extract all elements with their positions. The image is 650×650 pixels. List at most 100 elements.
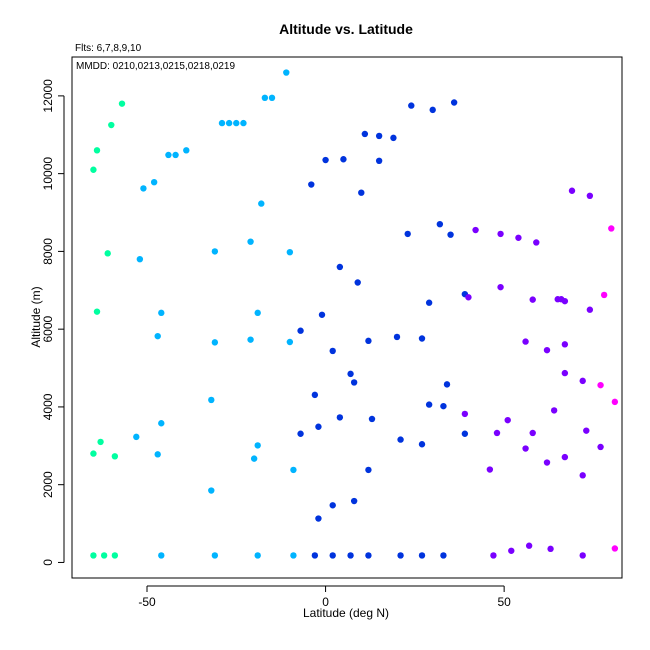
data-point [154, 451, 161, 458]
data-point [297, 430, 304, 437]
data-point [233, 119, 240, 127]
data-point [208, 396, 215, 404]
data-point [533, 239, 540, 246]
data-point [440, 552, 447, 559]
data-point [425, 299, 433, 306]
data-point [497, 230, 504, 238]
data-point [329, 552, 336, 559]
data-point [547, 545, 554, 553]
data-point [329, 347, 336, 355]
data-point [347, 370, 354, 378]
chart-title: Altitude vs. Latitude [279, 21, 413, 37]
x-axis: -50 0 50 [138, 585, 511, 609]
chart-subtitle: Flts: 6,7,8,9,10 [75, 43, 142, 54]
data-point [418, 441, 426, 448]
data-point [283, 69, 290, 76]
data-points [90, 69, 619, 559]
data-point [597, 443, 604, 451]
data-point [515, 234, 522, 241]
data-point [297, 327, 304, 334]
data-point [568, 187, 576, 194]
data-point [340, 156, 347, 163]
data-point [329, 502, 336, 509]
data-point [336, 263, 344, 271]
data-point [354, 279, 361, 286]
data-point [165, 151, 172, 159]
data-point [529, 429, 536, 437]
data-point [133, 433, 140, 441]
data-point [493, 429, 501, 437]
data-point [561, 453, 569, 461]
data-point [158, 552, 165, 559]
data-point [150, 178, 158, 186]
data-point [429, 106, 436, 114]
data-point [561, 297, 569, 305]
data-point [286, 338, 294, 346]
x-tick-label: 0 [322, 595, 329, 609]
data-point [322, 156, 329, 164]
data-point [247, 336, 254, 343]
y-tick-label: 12000 [41, 79, 55, 113]
plot-frame [71, 56, 623, 579]
data-point [140, 185, 147, 192]
data-point [111, 453, 119, 460]
data-point [254, 442, 261, 449]
data-point [408, 102, 415, 109]
data-point [247, 238, 254, 245]
data-point [561, 369, 569, 377]
data-point [390, 134, 397, 142]
data-point [261, 94, 269, 102]
data-point [579, 552, 586, 559]
data-point [118, 100, 126, 107]
data-point [211, 339, 219, 346]
y-tick-label: 6000 [41, 315, 55, 342]
data-point [358, 189, 365, 196]
data-point [425, 401, 433, 408]
data-point [268, 94, 276, 102]
data-point [290, 552, 297, 559]
data-point [90, 450, 97, 457]
data-point [486, 466, 494, 473]
data-point [418, 335, 426, 342]
data-point [93, 147, 101, 154]
data-point [361, 130, 369, 138]
data-point [254, 309, 261, 317]
data-point [90, 552, 97, 559]
y-tick-label: 10000 [41, 157, 55, 191]
data-point [522, 338, 529, 345]
data-point [286, 248, 294, 256]
data-point [561, 341, 569, 348]
data-point [315, 515, 322, 522]
data-point [375, 157, 383, 165]
data-point [254, 552, 261, 559]
data-point [211, 552, 219, 559]
data-point [93, 308, 101, 315]
data-point [365, 552, 372, 559]
data-point [365, 466, 372, 474]
data-point [529, 296, 536, 303]
data-point [586, 306, 594, 313]
data-point [550, 407, 558, 414]
data-point [436, 220, 444, 228]
y-tick-label: 0 [41, 559, 55, 566]
data-point [579, 377, 586, 385]
data-point [108, 121, 115, 129]
chart-annotation: MMDD: 0210,0213,0215,0218,0219 [76, 61, 235, 72]
data-point [218, 119, 226, 127]
data-point [611, 545, 619, 552]
x-tick-label: 50 [497, 595, 511, 609]
data-point [461, 410, 469, 418]
data-point [579, 472, 586, 479]
data-point [250, 455, 258, 462]
data-point [461, 430, 469, 437]
data-point [183, 147, 190, 154]
data-point [397, 552, 404, 559]
data-point [97, 438, 104, 446]
data-point [318, 311, 326, 318]
data-point [225, 119, 233, 127]
data-point [111, 552, 119, 559]
y-tick-label: 8000 [41, 238, 55, 265]
data-point [397, 436, 404, 443]
data-point [608, 225, 615, 232]
